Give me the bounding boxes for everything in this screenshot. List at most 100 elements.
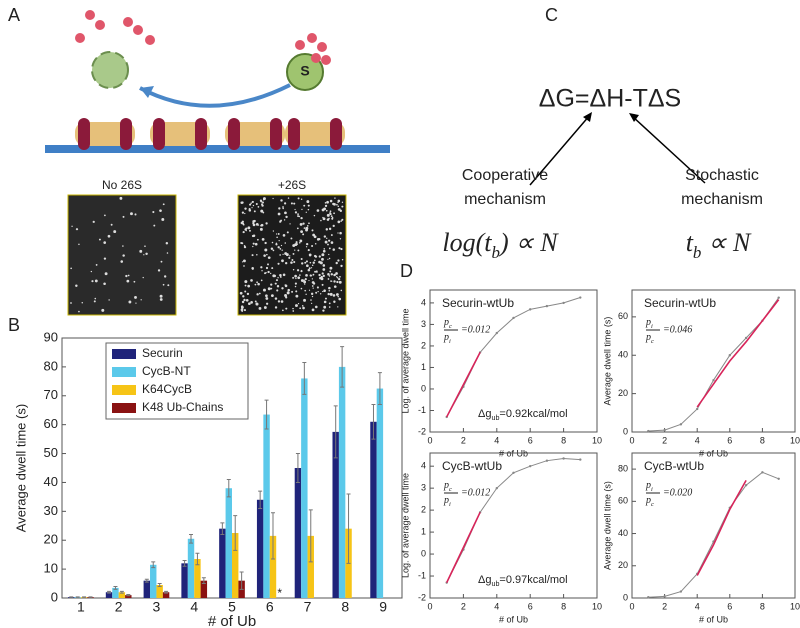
legend-label: K64CycB [142, 382, 192, 396]
x-tick-label: 1 [77, 599, 85, 615]
speckle [75, 228, 79, 231]
speckle [120, 260, 124, 263]
speckle [313, 214, 316, 217]
x-tick-label: 0 [427, 435, 432, 445]
mechanism-label: mechanism [464, 191, 546, 208]
mechanism-label: Stochastic [685, 167, 759, 184]
speckle [101, 308, 105, 312]
speckle [128, 300, 132, 304]
speckle [272, 230, 275, 232]
x-tick-label: 10 [790, 435, 800, 445]
plot-frame [631, 289, 796, 433]
y-tick-label: 1 [421, 526, 426, 536]
speckle [70, 302, 72, 304]
y-tick-label: 80 [44, 358, 58, 373]
speckle [241, 220, 244, 223]
speckle [280, 300, 284, 303]
speckle [309, 261, 312, 264]
speckle [270, 272, 272, 275]
speckle [272, 249, 275, 252]
speckle [322, 217, 326, 221]
speckle [261, 237, 265, 241]
speckle [256, 281, 258, 284]
speckle [277, 246, 280, 249]
ratio-value: =0.012 [461, 487, 490, 498]
bar [181, 563, 188, 598]
speckle [323, 207, 326, 211]
x-tick-label: 8 [341, 599, 349, 615]
speckle [294, 285, 297, 288]
speckle [306, 225, 309, 227]
speckle [329, 266, 333, 270]
x-tick-label: 0 [629, 435, 634, 445]
speckle [336, 293, 339, 296]
speckle [324, 240, 328, 244]
speckle [332, 224, 335, 227]
speckle [331, 280, 333, 282]
speckle [297, 215, 300, 218]
speckle [335, 276, 338, 278]
formula-rest: ∝ N [701, 228, 752, 257]
speckle [282, 273, 286, 277]
speckle [335, 261, 338, 265]
speckle [322, 290, 324, 293]
x-tick-label: 0 [629, 601, 634, 611]
speckle [300, 279, 304, 282]
speckle [327, 278, 330, 280]
x-tick-label: 8 [561, 435, 566, 445]
bar [370, 421, 377, 598]
speckle [103, 241, 107, 244]
speckle [292, 310, 295, 312]
y-tick-label: -1 [418, 405, 426, 415]
speckle [311, 244, 314, 248]
speckle [341, 218, 344, 221]
speckle [242, 295, 245, 298]
speckle [283, 202, 287, 205]
x-tick-label: 0 [427, 601, 432, 611]
speckle [305, 273, 308, 277]
speckle [321, 257, 324, 261]
speckle [270, 283, 273, 286]
speckle [313, 235, 317, 239]
speckle [260, 279, 263, 282]
speckle [337, 220, 341, 224]
speckle [336, 203, 338, 206]
y-tick-label: 0 [421, 383, 426, 393]
bar [105, 592, 113, 598]
speckle [337, 259, 340, 262]
speckle [249, 203, 252, 206]
speckle [302, 222, 305, 225]
plot-frame [429, 289, 598, 433]
speckle [262, 199, 265, 201]
formula: pi [443, 332, 451, 345]
x-tick-label: 2 [662, 601, 667, 611]
formula-sub: c [449, 486, 452, 493]
x-tick-label: 6 [528, 601, 533, 611]
speckle [312, 287, 314, 289]
speckle [339, 209, 343, 212]
error-bar [226, 479, 231, 498]
speckle [297, 197, 300, 200]
speckle [152, 210, 155, 214]
speckle [300, 258, 303, 261]
y-tick-label: 50 [44, 445, 58, 460]
speckle [143, 254, 145, 256]
speckle [299, 222, 303, 226]
speckle [122, 215, 125, 218]
y-axis-label: Log. of average dwell time [400, 473, 410, 578]
chart-title: Securin-wtUb [442, 296, 514, 310]
speckle [275, 233, 278, 235]
speckle [265, 222, 268, 225]
speckle [333, 280, 336, 283]
arrowhead [583, 112, 592, 122]
speckle [299, 307, 302, 310]
speckle [93, 300, 96, 303]
speckle [98, 238, 101, 241]
legend-label: Securin [142, 346, 183, 360]
speckle [282, 234, 286, 237]
x-tick-label: 10 [592, 435, 602, 445]
speckle [241, 261, 244, 263]
speckle [159, 294, 163, 298]
speckle [325, 228, 329, 231]
speckle [163, 275, 167, 278]
